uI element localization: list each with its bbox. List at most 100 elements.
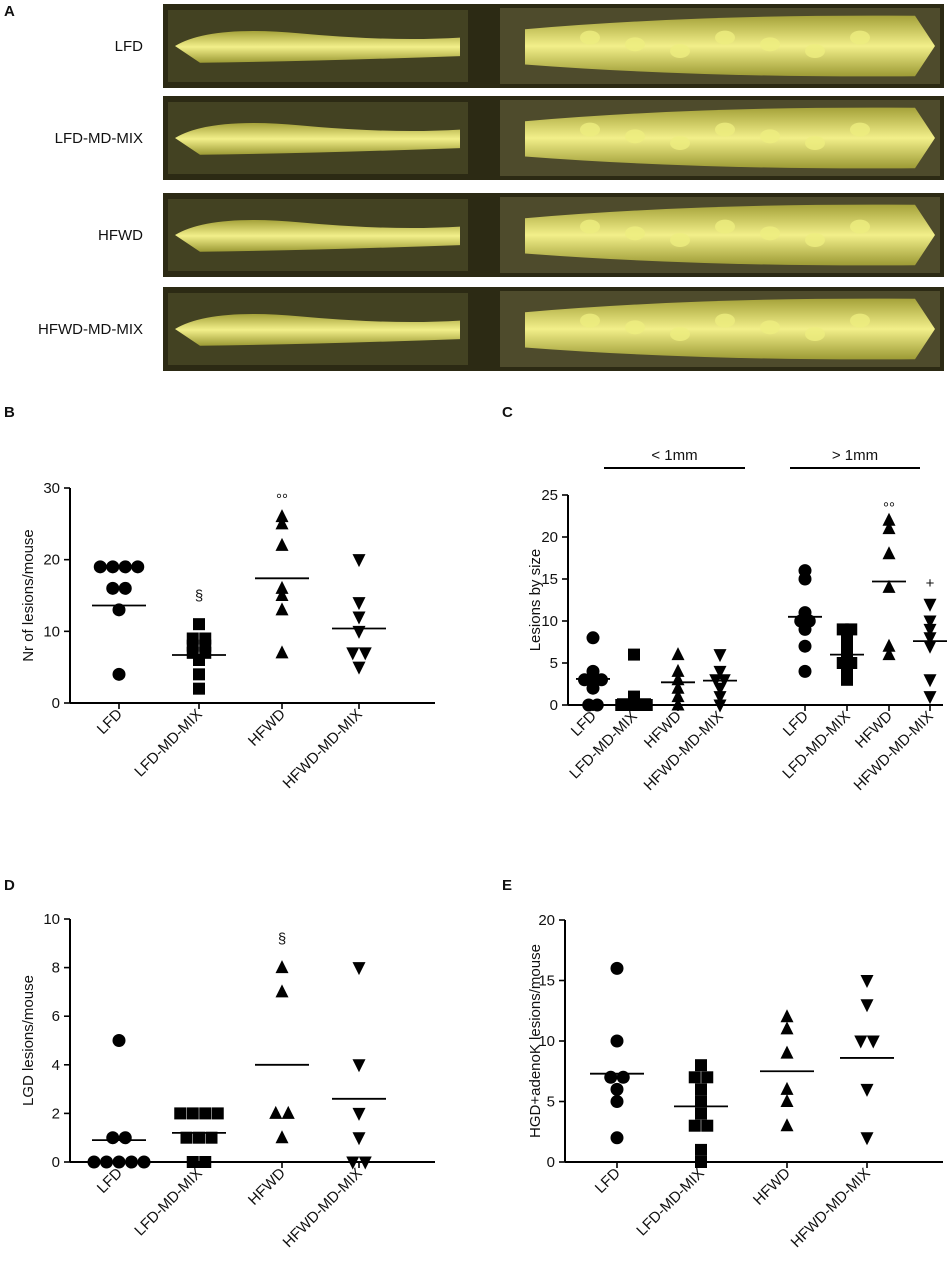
data-point [798, 622, 812, 636]
data-point [671, 647, 685, 661]
data-point [882, 638, 896, 652]
data-point [860, 999, 874, 1013]
data-point [798, 572, 812, 586]
data-point [798, 664, 812, 678]
data-point [93, 560, 107, 574]
data-point [186, 1156, 199, 1168]
category-label: LFD [592, 1165, 624, 1197]
category-label: LFD [780, 708, 812, 740]
data-point [713, 665, 727, 679]
data-point [352, 1059, 366, 1073]
data-point [713, 691, 727, 705]
data-point [780, 1094, 794, 1107]
y-tick-label: 15 [538, 973, 555, 990]
panel-d: D 0 2 4 6 8 10 LGD lesions/mouse LFD LFD-MD-MIX HF… [4, 877, 435, 1251]
panel-letter-c: C [502, 404, 513, 421]
y-tick-label: 8 [52, 960, 60, 977]
data-point [352, 597, 366, 611]
data-point [352, 611, 366, 625]
category-label: HFWD [245, 706, 289, 750]
data-point [695, 1143, 707, 1156]
data-point [275, 580, 289, 594]
data-point [586, 631, 600, 645]
data-point [882, 521, 896, 535]
data-point [112, 1155, 126, 1169]
data-point [275, 537, 289, 551]
data-point [713, 699, 727, 713]
data-point [780, 1021, 794, 1035]
significance-mark: + [926, 575, 935, 592]
data-point [346, 1156, 360, 1170]
data-point [695, 1083, 707, 1096]
y-tick-label: 10 [538, 1033, 555, 1050]
panel-letter-e: E [502, 877, 512, 894]
y-tick-label: 10 [541, 613, 558, 630]
data-point [112, 603, 126, 617]
data-point [100, 1155, 113, 1169]
data-point [695, 1095, 707, 1108]
data-point [137, 1155, 151, 1169]
y-tick-label: 5 [547, 1094, 555, 1111]
data-point [882, 647, 896, 661]
category-label: HFWD-MD-MIX [280, 1165, 366, 1251]
data-point [695, 1059, 707, 1072]
y-tick-label: 10 [43, 911, 60, 928]
y-axis-title: Lesions by size [527, 549, 544, 652]
data-point [671, 663, 685, 677]
data-point [275, 984, 289, 998]
category-label: HFWD [750, 1165, 794, 1209]
data-point [688, 1119, 701, 1132]
data-point [193, 1131, 205, 1144]
data-point [275, 509, 289, 523]
data-point [854, 1035, 868, 1049]
data-point [628, 648, 640, 661]
data-point [125, 1155, 138, 1169]
data-point [352, 554, 366, 568]
data-point [352, 1132, 366, 1146]
significance-mark: § [195, 588, 203, 605]
category-label: HFWD-MD-MIX [280, 706, 366, 792]
data-point [87, 1155, 101, 1169]
data-point [346, 647, 360, 661]
data-point [923, 674, 937, 688]
panel-e: E 0 5 10 15 20 HGD+adenoK lesions/mouse LFD LFD-… [502, 877, 943, 1251]
data-point [193, 618, 205, 631]
data-point [275, 960, 289, 974]
data-point [610, 1082, 624, 1096]
row-label-3: HFWD-MD-MIX [38, 321, 143, 338]
y-tick-label: 0 [547, 1154, 555, 1171]
data-point [352, 962, 366, 976]
data-point [695, 1156, 707, 1168]
data-point [281, 1105, 295, 1119]
data-point [275, 645, 289, 659]
data-point [860, 1083, 874, 1097]
data-point [713, 649, 727, 663]
category-label: LFD [568, 708, 600, 740]
row-label-0: LFD [115, 38, 144, 55]
data-point [186, 1107, 199, 1120]
category-label: LFD [94, 1165, 126, 1197]
data-point [269, 1105, 283, 1119]
data-point [671, 680, 685, 694]
data-point [923, 691, 937, 705]
y-tick-label: 25 [541, 487, 558, 504]
group-label: > 1mm [832, 447, 878, 464]
data-point [882, 546, 896, 560]
data-point [193, 682, 205, 695]
data-point [118, 581, 132, 595]
data-point [112, 1034, 126, 1047]
data-point [923, 623, 937, 637]
data-point [923, 598, 937, 612]
significance-mark: °° [883, 500, 895, 517]
data-point [610, 1034, 624, 1048]
data-point [193, 654, 205, 666]
data-point [671, 697, 685, 711]
y-tick-label: 2 [52, 1105, 60, 1122]
data-point [275, 588, 289, 601]
data-point [701, 1119, 714, 1132]
data-point [695, 1107, 707, 1120]
data-point [780, 1009, 794, 1023]
data-point [688, 1071, 701, 1084]
